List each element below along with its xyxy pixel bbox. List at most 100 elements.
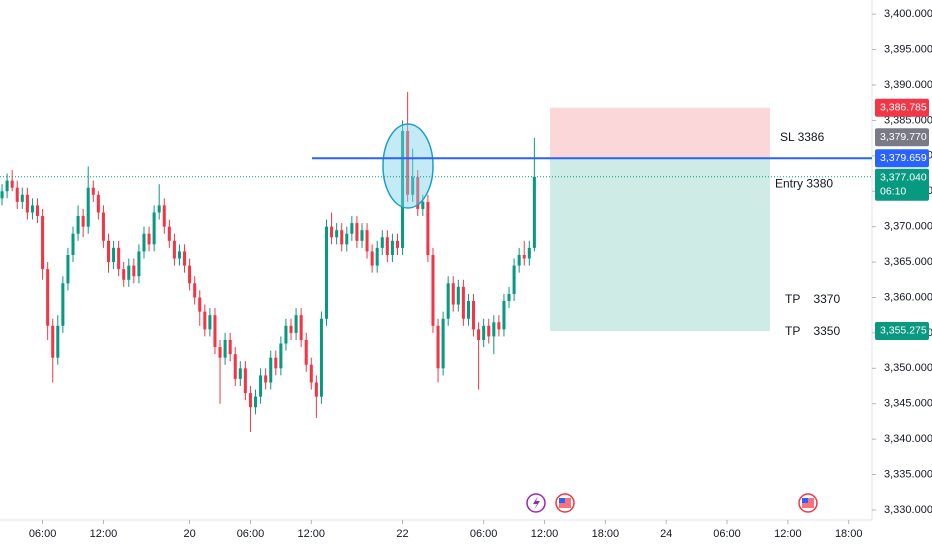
- last-price-tag: [875, 168, 929, 201]
- flag: [559, 498, 565, 503]
- y-tick-label: 3,395.000: [884, 43, 932, 55]
- y-tick-label: 3,335.000: [884, 468, 932, 480]
- candle-body: [319, 318, 323, 397]
- x-tick-label: 24: [660, 528, 672, 540]
- y-tick-label: 3,340.000: [884, 433, 932, 445]
- candle-body: [20, 194, 24, 202]
- candle-body: [122, 269, 126, 280]
- candle-body: [203, 311, 207, 330]
- x-tick-label: 12:00: [531, 528, 559, 540]
- y-tick-label: 3,345.000: [884, 398, 932, 410]
- candle-body: [5, 180, 9, 192]
- annotation: TP 3350: [785, 324, 840, 338]
- candle-body: [76, 216, 80, 234]
- candle-body: [66, 254, 70, 284]
- candle-body: [162, 205, 166, 227]
- candle-body: [289, 325, 293, 333]
- stop-tag-label: 3,386.785: [880, 102, 927, 114]
- x-tick-label: 12:00: [774, 528, 802, 540]
- candle-body: [294, 315, 298, 333]
- candle-body: [446, 283, 450, 319]
- candle-body: [375, 247, 379, 266]
- x-tick-label: 12:00: [298, 528, 326, 540]
- candle-body: [147, 233, 151, 245]
- candle-body: [507, 293, 511, 302]
- candle-body: [477, 329, 481, 340]
- candle-body: [56, 325, 60, 358]
- x-tick-label: 18:00: [592, 528, 620, 540]
- candle-body: [370, 251, 374, 266]
- candle-body: [10, 180, 14, 188]
- candle-body: [0, 191, 4, 199]
- price-axis: 3,400.000 3,395.000 3,390.000 3,385.0003,38…: [29, 8, 932, 540]
- candle-body: [380, 237, 384, 248]
- candle-body: [411, 177, 415, 195]
- candle-body: [172, 240, 176, 259]
- line-tag: [875, 149, 929, 168]
- candle-body: [259, 375, 263, 397]
- candle-body: [502, 301, 506, 330]
- entry-tag: [875, 128, 929, 147]
- candle-body: [254, 396, 258, 408]
- candle-body: [522, 254, 526, 259]
- candle-body: [421, 201, 425, 209]
- candle-body: [61, 283, 65, 326]
- candle-body: [340, 230, 344, 245]
- overlay: SL 3386 Entry 3380 TP 3370 TP 3350: [0, 130, 872, 338]
- y-tick-label: 3,390.000: [884, 79, 932, 91]
- candle-body: [274, 357, 278, 369]
- candle-body: [198, 297, 202, 312]
- candle-body: [350, 223, 354, 234]
- candle-body: [436, 325, 440, 369]
- candle-body: [15, 187, 19, 202]
- y-tick-label: 3,370.000: [884, 221, 932, 233]
- y-tick-label: 3,400.000: [884, 8, 932, 20]
- candle-body: [335, 230, 339, 238]
- candle-body: [299, 315, 303, 340]
- candle-body: [431, 254, 435, 326]
- candle-body: [132, 265, 136, 277]
- x-tick-label: 06:00: [237, 528, 265, 540]
- candle-body: [238, 368, 242, 379]
- candle-body: [86, 187, 90, 227]
- candle-body: [96, 194, 100, 213]
- candle-body: [35, 205, 40, 217]
- candle-body: [365, 230, 369, 252]
- countdown: 06:10: [880, 186, 906, 198]
- candle-body: [497, 322, 501, 330]
- candle-body: [314, 382, 318, 397]
- candle-body: [248, 393, 252, 408]
- candle-body: [269, 357, 273, 383]
- candle-body: [385, 237, 389, 255]
- candle-body: [401, 131, 405, 248]
- candle-body: [456, 286, 460, 305]
- candle-body: [472, 301, 476, 330]
- flag: [802, 498, 808, 503]
- y-tick-label: 3,365.000: [884, 256, 932, 268]
- candle-body: [395, 240, 400, 248]
- y-tick-label: 3,360.000: [884, 291, 932, 303]
- annotation: Entry 3380: [775, 177, 833, 191]
- candle-body: [492, 322, 496, 337]
- candle-body: [137, 251, 141, 277]
- candle-body: [355, 223, 359, 241]
- candle-body: [41, 216, 45, 270]
- candle-body: [243, 368, 247, 394]
- highlight-circle: [382, 123, 434, 209]
- y-tick-label: 3,330.000: [884, 504, 932, 516]
- event-icons: [526, 493, 818, 513]
- x-tick-label: 06:00: [29, 528, 57, 540]
- candle-body: [127, 265, 131, 280]
- candle-body: [466, 301, 470, 319]
- candle-body: [512, 265, 516, 294]
- candle-body: [228, 339, 232, 355]
- candle-body: [330, 226, 334, 238]
- target-tag: [875, 321, 929, 340]
- stop-zone: [550, 107, 770, 158]
- candle-body: [284, 325, 288, 344]
- candle-body: [157, 205, 161, 213]
- candle-body: [309, 364, 313, 383]
- candle-body: [461, 286, 465, 319]
- candle-body: [188, 265, 192, 284]
